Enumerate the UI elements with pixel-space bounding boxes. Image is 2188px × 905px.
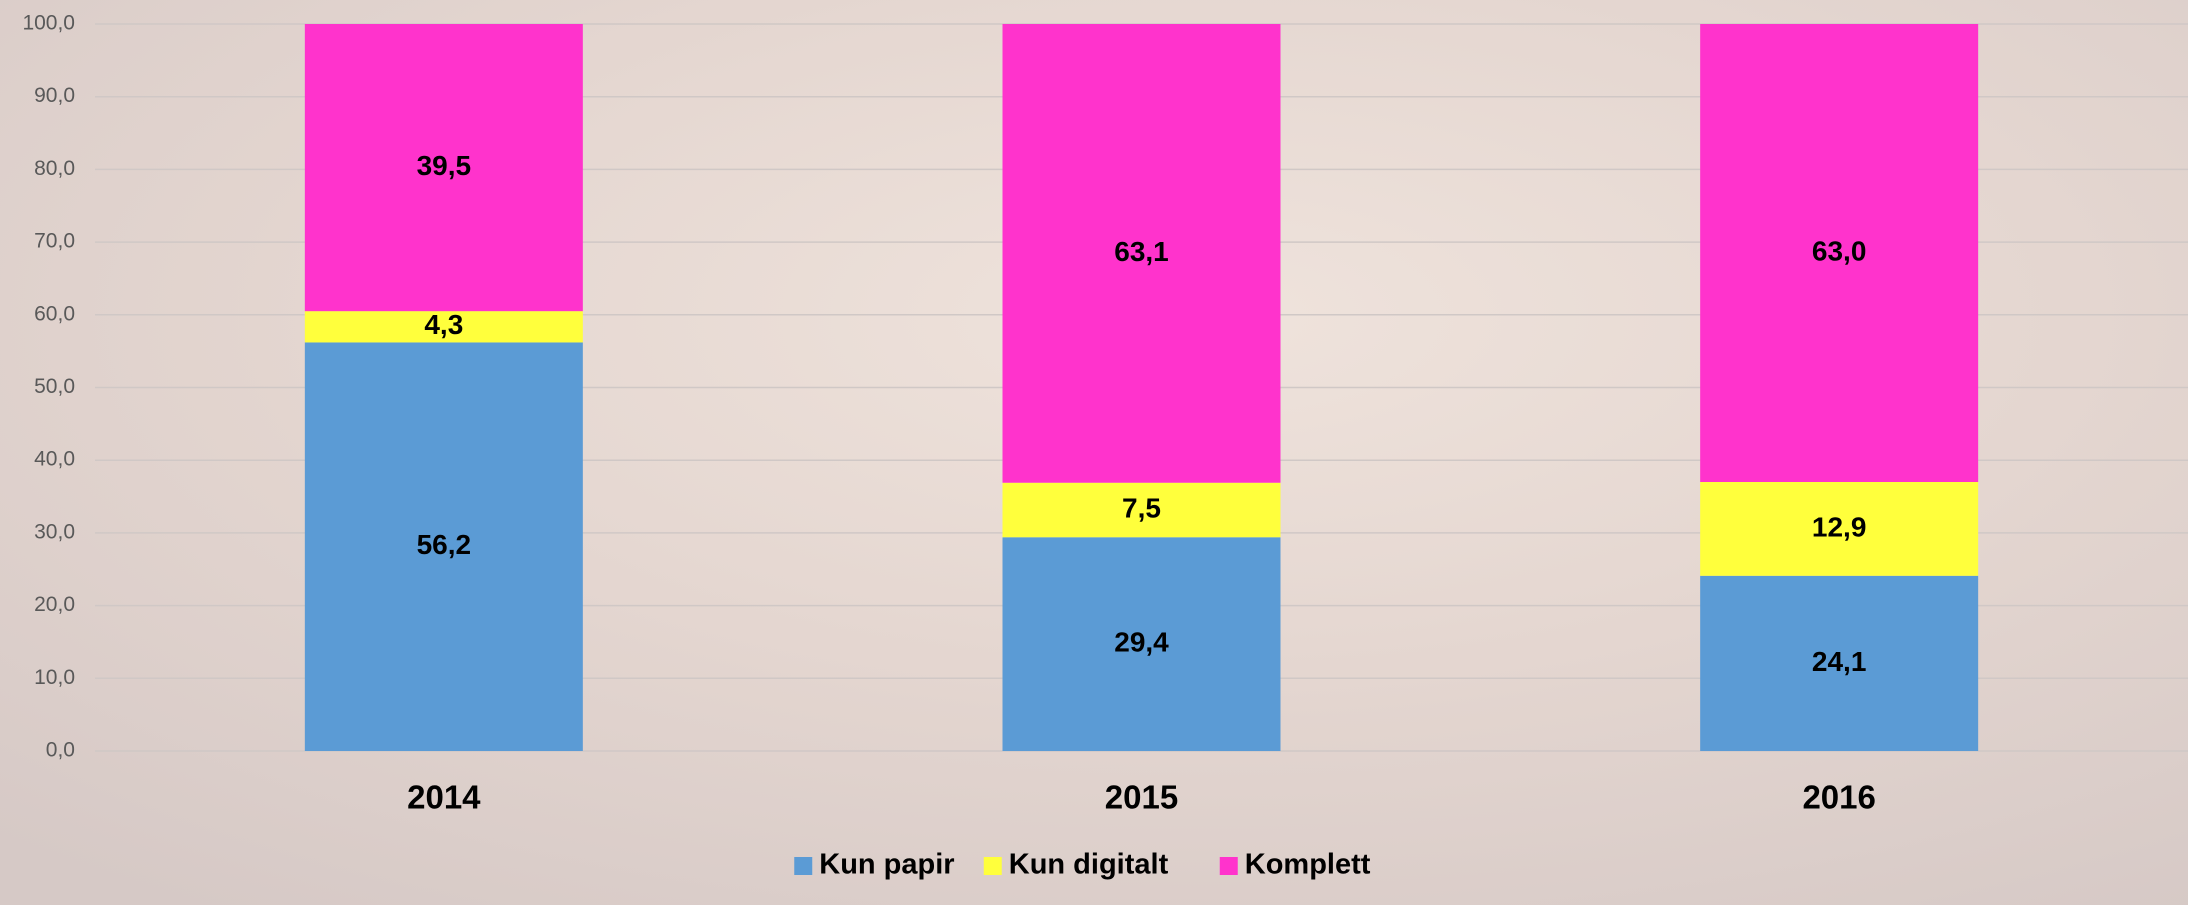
data-label: 12,9 [1812,511,1867,542]
bar-segment [1700,24,1979,483]
data-label: 63,1 [1114,236,1169,267]
data-label: 24,1 [1812,646,1867,677]
bar-segment [1700,482,1979,576]
y-tick-label: 60,0 [34,302,75,325]
y-tick-label: 50,0 [34,375,75,398]
y-tick-label: 70,0 [34,230,75,253]
data-label: 39,5 [417,150,472,181]
bar-segment [1002,24,1281,483]
y-tick-label: 80,0 [34,157,75,180]
legend-label: Kun digitalt [1009,849,1169,881]
y-tick-label: 0,0 [46,739,75,762]
legend-label: Komplett [1245,849,1371,881]
bar-segment [1002,482,1281,538]
x-tick-label: 2016 [1802,779,1875,816]
legend-swatch [794,857,813,875]
bar-segment [1700,575,1979,751]
bar-segment [304,311,583,343]
y-tick-label: 40,0 [34,448,75,471]
legend-swatch [983,857,1002,875]
legend-label: Kun papir [819,849,954,881]
bar-segment [1002,537,1281,751]
data-label: 4,3 [424,309,463,340]
y-tick-label: 90,0 [34,84,75,107]
data-label: 7,5 [1122,492,1161,523]
x-tick-label: 2014 [407,779,481,816]
data-label: 56,2 [417,529,472,560]
data-label: 29,4 [1114,627,1169,658]
y-tick-label: 100,0 [22,12,75,35]
y-tick-label: 20,0 [34,593,75,616]
x-tick-label: 2015 [1105,779,1178,816]
y-tick-label: 10,0 [34,666,75,689]
y-tick-label: 30,0 [34,520,75,543]
legend-swatch [1219,857,1238,875]
bar-segment [304,24,583,312]
data-label: 63,0 [1812,235,1867,266]
bar-segment [304,342,583,751]
